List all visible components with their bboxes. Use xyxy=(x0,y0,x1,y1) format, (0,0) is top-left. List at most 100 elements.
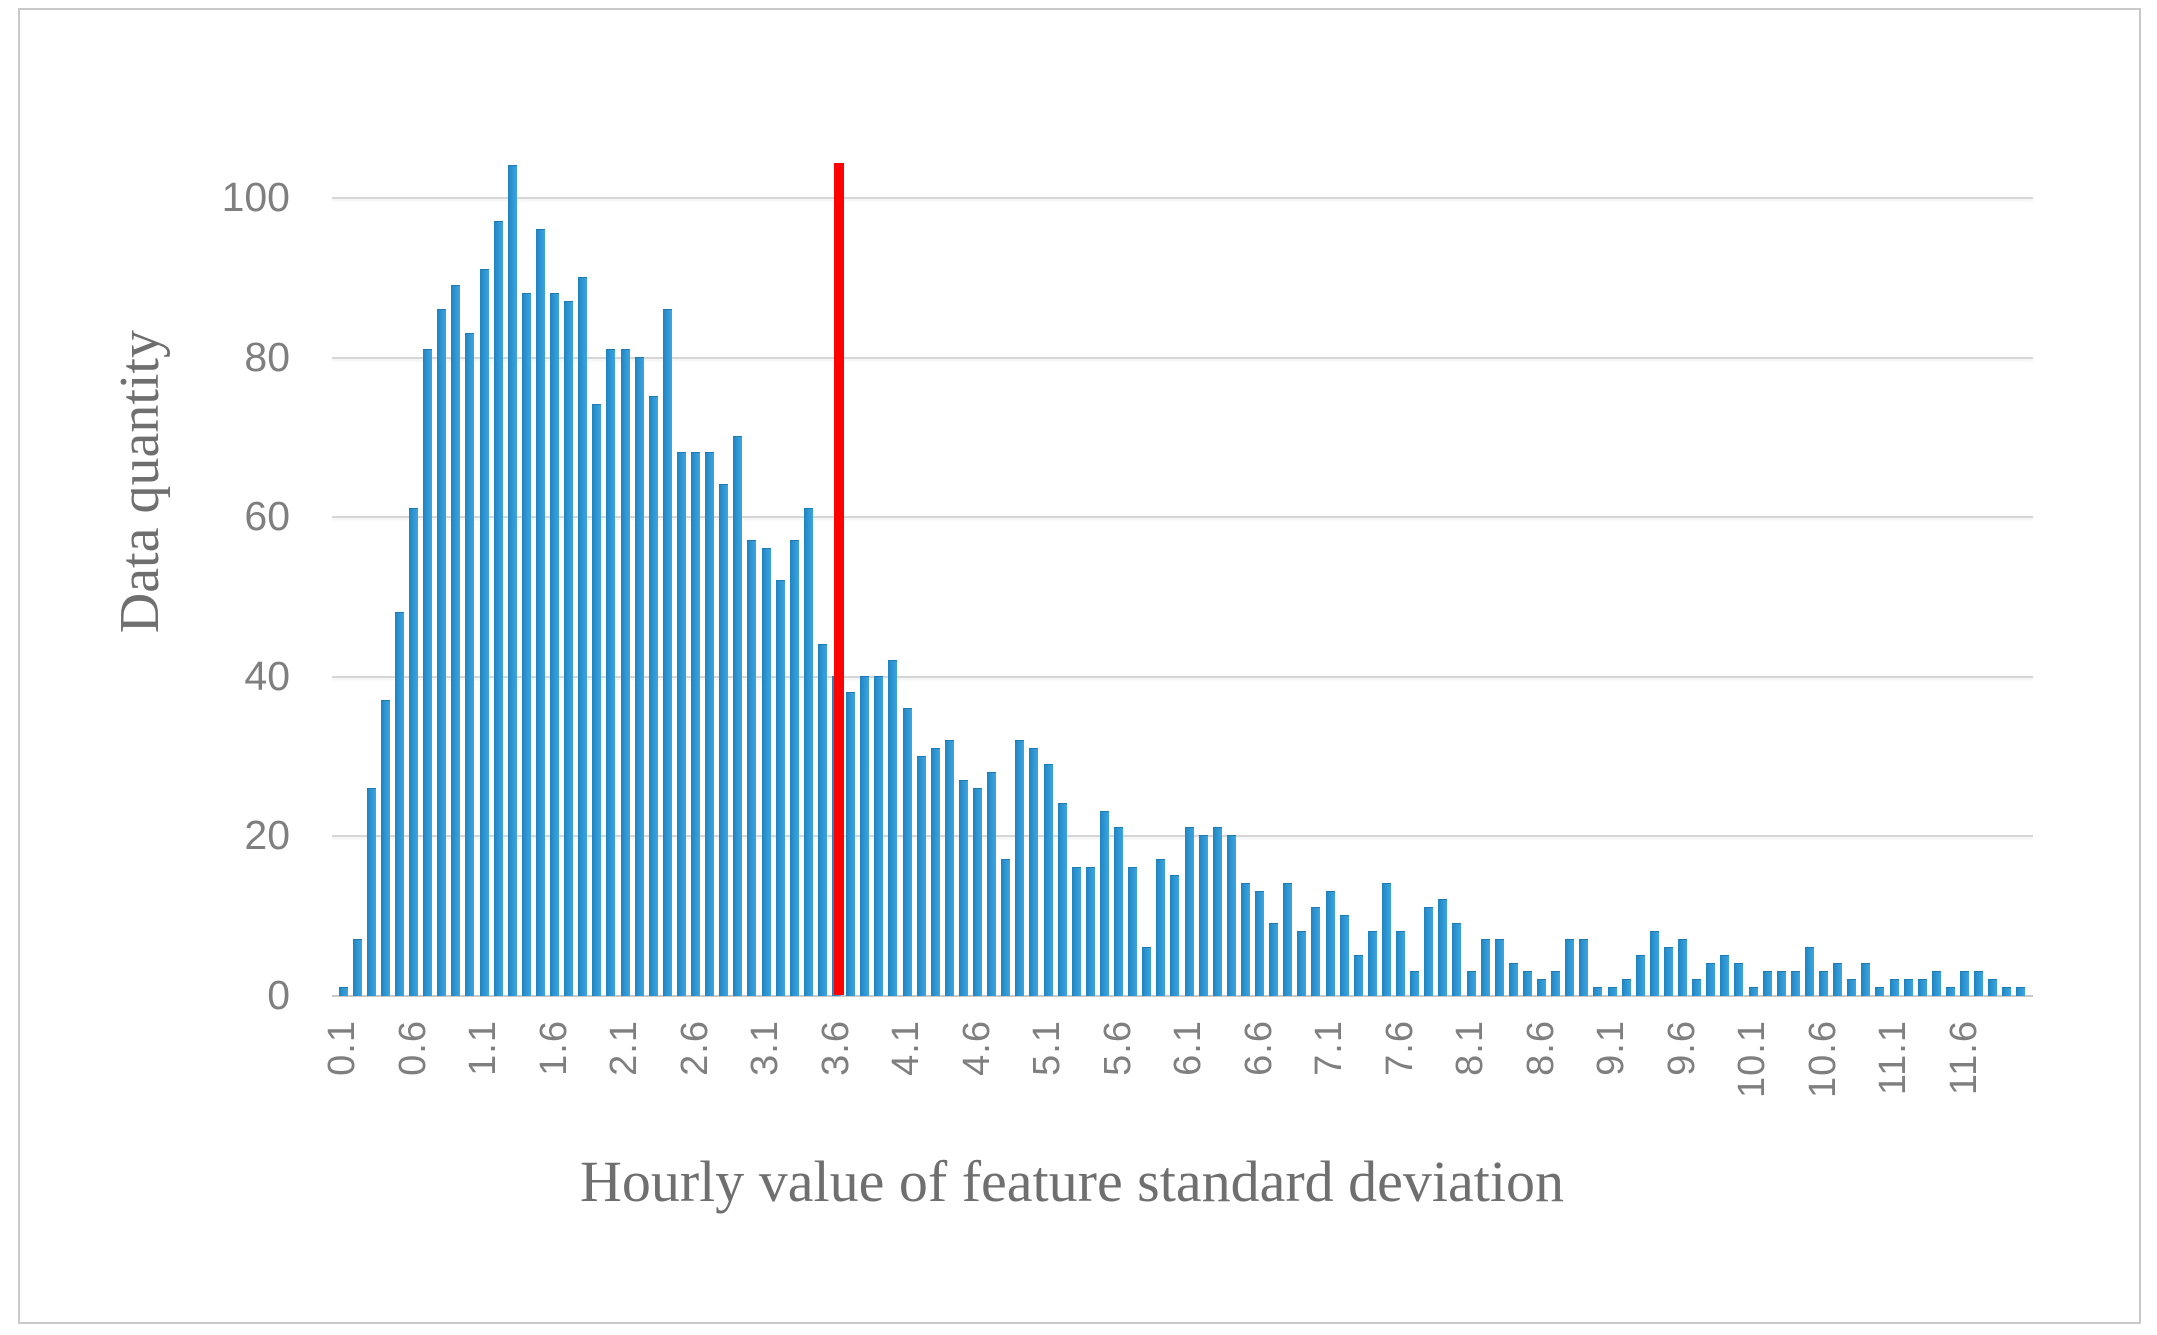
histogram-bar xyxy=(1974,971,1984,996)
histogram-bar xyxy=(1847,979,1857,996)
histogram-bar xyxy=(634,357,644,996)
histogram-bar xyxy=(1424,907,1434,996)
histogram-bar xyxy=(1579,939,1589,996)
y-axis-title: Data quantity xyxy=(109,330,171,634)
x-tick-label: 11.1 xyxy=(1872,1020,1914,1096)
histogram-bar xyxy=(1114,827,1123,996)
histogram-bar xyxy=(761,548,771,996)
histogram-bar xyxy=(846,692,856,996)
histogram-bar xyxy=(860,676,870,996)
y-tick-label: 80 xyxy=(244,333,290,380)
histogram-bar xyxy=(1085,867,1095,996)
y-tick-label: 0 xyxy=(267,972,290,1018)
histogram-bar xyxy=(719,484,729,996)
histogram-bar xyxy=(2016,987,2026,996)
histogram-bar xyxy=(1156,859,1166,996)
histogram-bar xyxy=(451,285,461,996)
x-axis-title: Hourly value of feature standard deviati… xyxy=(579,1149,1565,1214)
histogram-bar xyxy=(1170,875,1180,996)
y-tick-label: 40 xyxy=(244,652,290,699)
histogram-bar xyxy=(1452,923,1462,996)
histogram-bar xyxy=(944,740,954,996)
histogram-bar xyxy=(789,540,799,996)
histogram-bar xyxy=(1931,971,1941,996)
histogram-bar xyxy=(1071,867,1081,996)
x-tick-label: 9.1 xyxy=(1590,1020,1632,1076)
histogram-bar xyxy=(564,301,574,996)
histogram-bar xyxy=(1269,923,1279,996)
histogram-bar xyxy=(1593,987,1603,996)
histogram-bar xyxy=(1734,963,1744,996)
x-axis-line xyxy=(332,995,2033,997)
histogram-bar xyxy=(1748,987,1758,996)
histogram-bar xyxy=(1311,907,1321,996)
histogram-bar xyxy=(1297,931,1307,996)
histogram-bar xyxy=(1212,827,1222,996)
histogram-bar xyxy=(902,708,912,996)
histogram-bar xyxy=(1607,987,1617,996)
histogram-bar xyxy=(705,452,715,996)
histogram-bar xyxy=(338,987,348,996)
histogram-bar xyxy=(1057,803,1067,996)
histogram-bar xyxy=(1663,947,1673,996)
x-tick-label: 3.1 xyxy=(744,1020,786,1076)
histogram-bar xyxy=(1043,764,1053,996)
histogram-bar xyxy=(493,221,503,996)
histogram-bar xyxy=(1015,740,1025,996)
x-tick-label: 3.6 xyxy=(814,1020,857,1076)
histogram-bar xyxy=(550,293,559,996)
histogram-bar xyxy=(1339,915,1349,996)
gridline xyxy=(332,835,2033,838)
histogram-bar xyxy=(987,772,997,996)
histogram-bar xyxy=(733,436,743,996)
histogram-bar xyxy=(1001,859,1011,996)
histogram-bar xyxy=(1184,827,1194,996)
histogram-bar xyxy=(1480,939,1490,996)
x-tick-label: 1.1 xyxy=(462,1020,504,1076)
histogram-bar xyxy=(1283,883,1293,996)
histogram-bar xyxy=(1565,939,1575,996)
histogram-bar xyxy=(747,540,757,996)
x-tick-label: 1.6 xyxy=(532,1020,575,1076)
histogram-bar xyxy=(1325,891,1335,996)
x-tick-label: 5.1 xyxy=(1026,1020,1068,1076)
histogram-bar xyxy=(535,229,545,996)
histogram-bar xyxy=(648,396,658,996)
x-tick-label: 9.6 xyxy=(1660,1020,1703,1076)
histogram-bar xyxy=(352,939,362,996)
x-tick-label: 7.6 xyxy=(1378,1020,1421,1076)
histogram-bar xyxy=(521,293,531,996)
histogram-bar xyxy=(592,404,602,996)
x-tick-label: 10.1 xyxy=(1731,1020,1773,1098)
x-tick-label: 8.6 xyxy=(1519,1020,1562,1076)
histogram-bar xyxy=(1833,963,1843,996)
histogram-bar xyxy=(817,644,827,996)
histogram-bar xyxy=(1537,979,1546,996)
histogram-bar xyxy=(1466,971,1476,996)
histogram-bar xyxy=(1861,963,1871,996)
histogram-bar xyxy=(1960,971,1969,996)
histogram-bar xyxy=(1762,971,1772,996)
x-tick-label: 6.1 xyxy=(1167,1020,1209,1076)
histogram-bar xyxy=(1692,979,1702,996)
histogram-bar xyxy=(958,780,968,996)
x-tick-label: 10.6 xyxy=(1801,1020,1844,1098)
x-tick-label: 4.1 xyxy=(885,1020,927,1076)
histogram-bar xyxy=(1438,899,1448,996)
histogram-bar xyxy=(930,748,940,996)
x-tick-label: 0.1 xyxy=(321,1020,363,1076)
histogram-bar xyxy=(1410,971,1420,996)
histogram-bar xyxy=(465,333,475,996)
histogram-bar xyxy=(1917,979,1927,996)
histogram-bar xyxy=(479,269,489,996)
figure-border-frame xyxy=(18,8,2141,1324)
x-tick-label: 8.1 xyxy=(1449,1020,1491,1076)
histogram-bar xyxy=(1494,939,1504,996)
histogram-bar xyxy=(620,349,630,996)
histogram-bar xyxy=(1128,867,1138,996)
histogram-bar xyxy=(1522,971,1532,996)
histogram-bar xyxy=(1649,931,1659,996)
histogram-bar xyxy=(662,309,672,996)
x-tick-label: 6.6 xyxy=(1237,1020,1280,1076)
